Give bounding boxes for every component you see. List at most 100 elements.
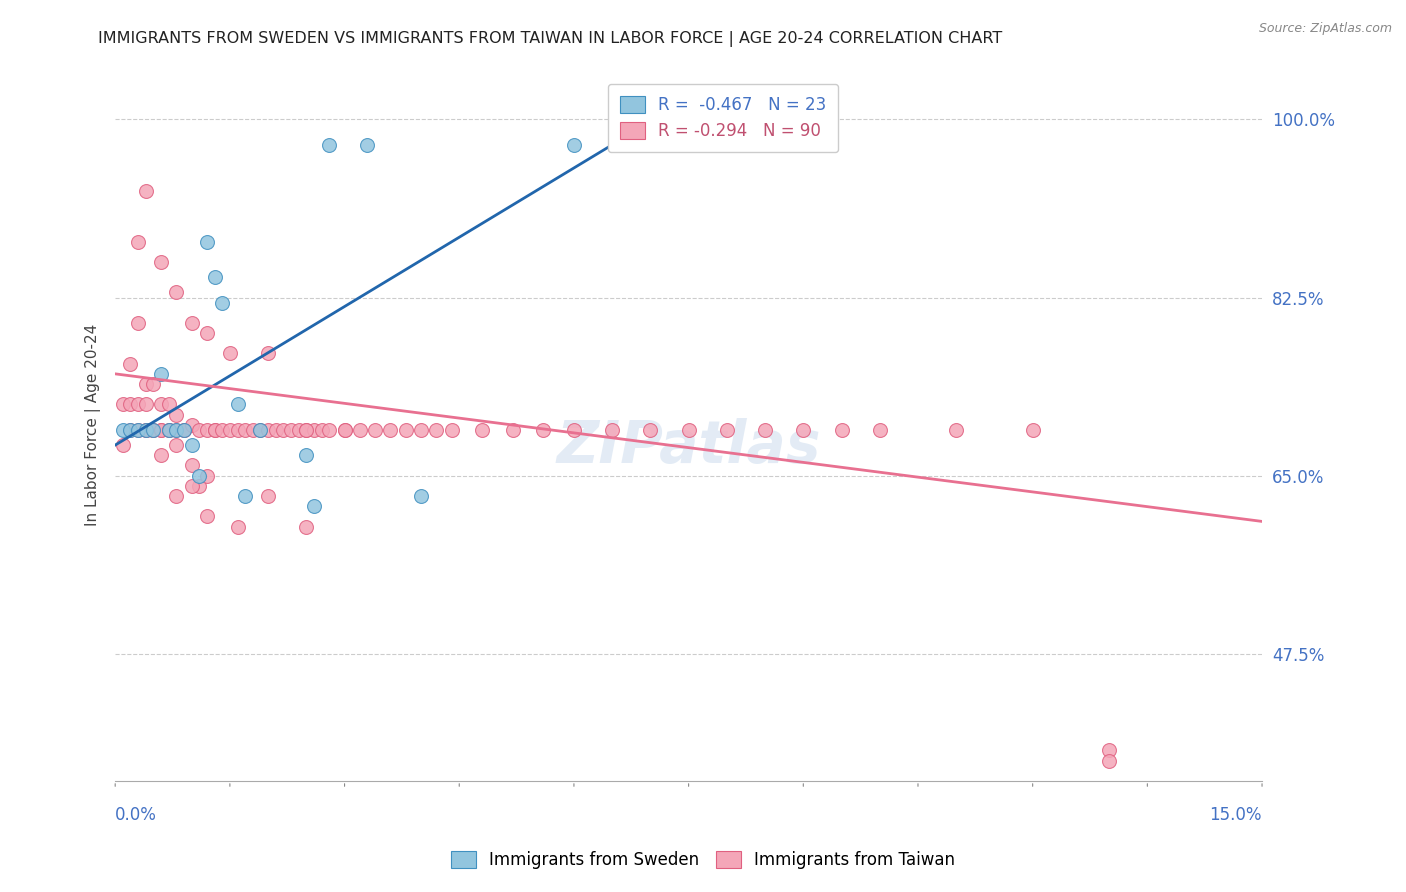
Point (157, 397, 180, 411)
Point (142, 423, 165, 437)
Point (188, 468, 211, 483)
Point (204, 423, 226, 437)
Point (135, 377, 157, 392)
Point (356, 137, 378, 152)
Point (295, 423, 318, 437)
Point (120, 357, 142, 371)
Text: IMMIGRANTS FROM SWEDEN VS IMMIGRANTS FROM TAIWAN IN LABOR FORCE | AGE 20-24 CORR: IMMIGRANTS FROM SWEDEN VS IMMIGRANTS FRO… (98, 31, 1002, 47)
Point (295, 519, 318, 533)
Point (295, 423, 318, 437)
Point (471, 423, 494, 437)
Point (165, 423, 187, 437)
Point (233, 489, 256, 503)
Point (831, 423, 853, 437)
Point (280, 423, 302, 437)
Point (640, 423, 662, 437)
Point (120, 423, 142, 437)
Point (188, 479, 211, 493)
Point (792, 423, 814, 437)
Legend: Immigrants from Sweden, Immigrants from Taiwan: Immigrants from Sweden, Immigrants from … (440, 841, 966, 880)
Point (204, 270, 226, 285)
Point (150, 367, 173, 381)
Point (173, 423, 195, 437)
Point (273, 423, 295, 437)
Point (135, 423, 157, 437)
Point (945, 423, 967, 437)
Text: 15.0%: 15.0% (1209, 806, 1263, 824)
Point (173, 423, 195, 437)
Point (264, 423, 287, 437)
Point (165, 408, 187, 422)
Point (195, 326, 218, 340)
Point (188, 423, 211, 437)
Point (180, 479, 202, 493)
Point (226, 423, 249, 437)
Point (135, 423, 157, 437)
Point (135, 397, 157, 411)
Point (226, 519, 249, 533)
Point (562, 137, 585, 152)
Point (562, 423, 585, 437)
Point (127, 397, 149, 411)
Point (409, 423, 432, 437)
Point (180, 458, 202, 473)
Point (127, 316, 149, 330)
Point (120, 423, 142, 437)
Point (242, 423, 264, 437)
Point (425, 423, 447, 437)
Point (364, 423, 387, 437)
Point (135, 184, 157, 198)
Point (150, 423, 173, 437)
Point (180, 417, 202, 432)
Point (257, 489, 280, 503)
Point (180, 438, 202, 452)
Point (333, 423, 356, 437)
Text: 0.0%: 0.0% (115, 806, 157, 824)
Point (150, 448, 173, 462)
Point (395, 423, 418, 437)
Point (111, 438, 134, 452)
Point (204, 423, 226, 437)
Point (157, 423, 180, 437)
Y-axis label: In Labor Force | Age 20-24: In Labor Force | Age 20-24 (86, 324, 101, 526)
Point (1098, 743, 1121, 757)
Point (754, 423, 776, 437)
Point (165, 423, 187, 437)
Point (678, 423, 700, 437)
Point (165, 438, 187, 452)
Point (173, 423, 195, 437)
Point (165, 489, 187, 503)
Point (318, 137, 340, 152)
Point (165, 285, 187, 300)
Point (127, 423, 149, 437)
Point (302, 423, 325, 437)
Point (111, 397, 134, 411)
Point (157, 423, 180, 437)
Point (218, 346, 240, 360)
Point (211, 423, 233, 437)
Point (195, 235, 218, 249)
Point (318, 423, 340, 437)
Point (333, 423, 356, 437)
Point (440, 423, 463, 437)
Point (142, 377, 165, 392)
Point (195, 509, 218, 524)
Point (531, 423, 554, 437)
Point (226, 397, 249, 411)
Point (157, 423, 180, 437)
Point (218, 423, 240, 437)
Point (502, 423, 524, 437)
Point (120, 397, 142, 411)
Point (142, 423, 165, 437)
Point (150, 423, 173, 437)
Text: ZIPatlas: ZIPatlas (557, 417, 821, 475)
Point (349, 423, 371, 437)
Point (409, 489, 432, 503)
Point (111, 423, 134, 437)
Point (150, 397, 173, 411)
Point (380, 423, 402, 437)
Point (302, 499, 325, 513)
Point (233, 423, 256, 437)
Point (257, 423, 280, 437)
Point (1021, 423, 1043, 437)
